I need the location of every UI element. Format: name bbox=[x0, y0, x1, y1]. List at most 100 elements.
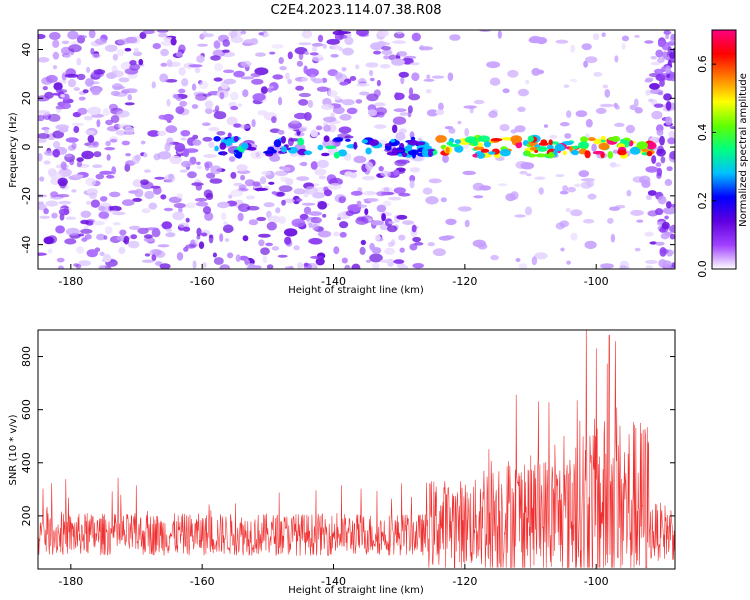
spectrogram-cell bbox=[369, 69, 374, 77]
spectrogram-cell bbox=[217, 201, 230, 209]
spectrogram-cell bbox=[393, 259, 405, 264]
signal-cell bbox=[446, 141, 454, 146]
spectrogram-cell bbox=[216, 131, 226, 136]
spectrogram-cell bbox=[514, 214, 526, 218]
spectrogram-cell bbox=[90, 199, 100, 208]
spectrogram-cell bbox=[206, 172, 216, 179]
spectrogram-cell bbox=[411, 72, 420, 81]
spectrogram-cell bbox=[614, 122, 625, 127]
signal-cell bbox=[488, 151, 496, 155]
spectrogram-cell bbox=[409, 243, 418, 251]
spectrogram-cell bbox=[657, 57, 665, 64]
spectrogram-cell bbox=[165, 228, 173, 232]
spectrogram-cell bbox=[659, 247, 667, 257]
spectrogram-cell bbox=[65, 137, 79, 143]
spectrogram-cell bbox=[538, 187, 544, 195]
spectrogram-cell bbox=[380, 170, 392, 177]
spectrogram-cell bbox=[365, 62, 379, 68]
spectrogram-cell bbox=[73, 125, 80, 134]
spectrogram-cell bbox=[393, 32, 405, 39]
spectrogram-cell bbox=[602, 84, 609, 89]
signal-cell bbox=[219, 142, 227, 150]
spectrogram-cell bbox=[668, 131, 675, 139]
spectrogram-cell bbox=[237, 203, 251, 212]
spectrogram-cell bbox=[534, 176, 546, 180]
spectrogram-cell bbox=[164, 174, 176, 183]
spectrogram-cell bbox=[116, 110, 130, 118]
spectrogram-cell bbox=[129, 225, 141, 230]
spectrogram-cell bbox=[96, 233, 106, 241]
spectrogram-cell bbox=[649, 83, 660, 90]
spectrogram-cell bbox=[655, 208, 664, 216]
signal-cell bbox=[345, 138, 351, 142]
spectrogram-cell bbox=[374, 102, 386, 107]
spectrogram-cell bbox=[295, 85, 304, 91]
spectrogram-cell bbox=[182, 148, 190, 158]
spectrogram-cell bbox=[166, 59, 173, 68]
spectrogram-cell bbox=[228, 30, 243, 38]
spectrogram-cell bbox=[236, 164, 248, 172]
spectrogram-cell bbox=[88, 30, 96, 39]
spectrogram-cell bbox=[462, 170, 477, 176]
spectrogram-cell bbox=[183, 246, 189, 252]
spectrogram-cell bbox=[272, 74, 284, 80]
spectrogram-cell bbox=[670, 33, 675, 43]
spectrogram-cell bbox=[243, 39, 257, 44]
spectrogram-cell bbox=[505, 193, 516, 202]
spectrogram-cell bbox=[154, 250, 166, 258]
spectrogram-cell bbox=[322, 44, 327, 49]
spectrogram-cell bbox=[296, 198, 303, 202]
spectrogram-cell bbox=[224, 238, 230, 242]
spectrogram-cell bbox=[187, 171, 197, 179]
signal-cell bbox=[317, 144, 324, 151]
spectrogram-cell bbox=[565, 207, 571, 213]
spectrogram-cell bbox=[381, 213, 386, 222]
spectrogram-cell bbox=[288, 138, 300, 142]
spectrogram-cell bbox=[151, 81, 156, 89]
spectrogram-cell bbox=[566, 260, 571, 265]
x-tick-label: -120 bbox=[452, 275, 477, 288]
signal-cell bbox=[233, 149, 239, 153]
spectrogram-cell bbox=[204, 161, 213, 169]
signal-cell bbox=[365, 147, 372, 155]
spectrogram-cell bbox=[219, 233, 224, 242]
spectrogram-cell bbox=[386, 225, 398, 233]
spectrogram-cell bbox=[104, 147, 116, 151]
spectrogram-cell bbox=[227, 252, 234, 259]
spectrogram-cell bbox=[396, 51, 408, 57]
spectrogram-cell bbox=[104, 206, 110, 213]
spectrogram-cell bbox=[298, 42, 312, 46]
spectrogram-x-label: Height of straight line (km) bbox=[288, 285, 424, 296]
colorbar-tick-label: 0.4 bbox=[696, 124, 709, 142]
spectrogram-cell bbox=[656, 148, 666, 157]
spectrogram-cell bbox=[326, 38, 340, 45]
spectrogram-cell bbox=[166, 137, 174, 147]
spectrogram-cell bbox=[341, 67, 347, 72]
spectrogram-cell bbox=[575, 110, 588, 118]
signal-cell bbox=[483, 141, 491, 148]
spectrogram-cell bbox=[179, 100, 188, 107]
spectrogram-cell bbox=[595, 107, 607, 114]
spectrogram-cell bbox=[399, 112, 409, 116]
spectrogram-cell bbox=[159, 263, 171, 269]
spectrogram-cell bbox=[228, 156, 236, 163]
spectrogram-cell bbox=[341, 257, 348, 264]
spectrogram-cell bbox=[205, 107, 213, 115]
spectrogram-cell bbox=[387, 220, 395, 225]
spectrogram-cell bbox=[103, 235, 108, 240]
spectrogram-cell bbox=[248, 219, 259, 226]
spectrogram-cell bbox=[591, 143, 597, 152]
spectrogram-cell bbox=[210, 55, 221, 61]
spectrogram-cell bbox=[488, 110, 498, 118]
spectrogram-cell bbox=[260, 86, 268, 94]
spectrogram-cell bbox=[328, 90, 338, 98]
signal-cell bbox=[325, 145, 337, 150]
spectrogram-cell bbox=[50, 191, 59, 198]
spectrogram-cell bbox=[301, 30, 313, 39]
colorbar: 0.0 0.2 0.4 0.6 Normalized spectral amplitu… bbox=[696, 29, 749, 278]
spectrogram-cell bbox=[392, 40, 407, 44]
spectrogram-cell bbox=[246, 205, 260, 211]
spectrogram-cell bbox=[118, 123, 131, 129]
signal-cell bbox=[577, 141, 590, 149]
spectrogram-cell bbox=[373, 89, 381, 97]
